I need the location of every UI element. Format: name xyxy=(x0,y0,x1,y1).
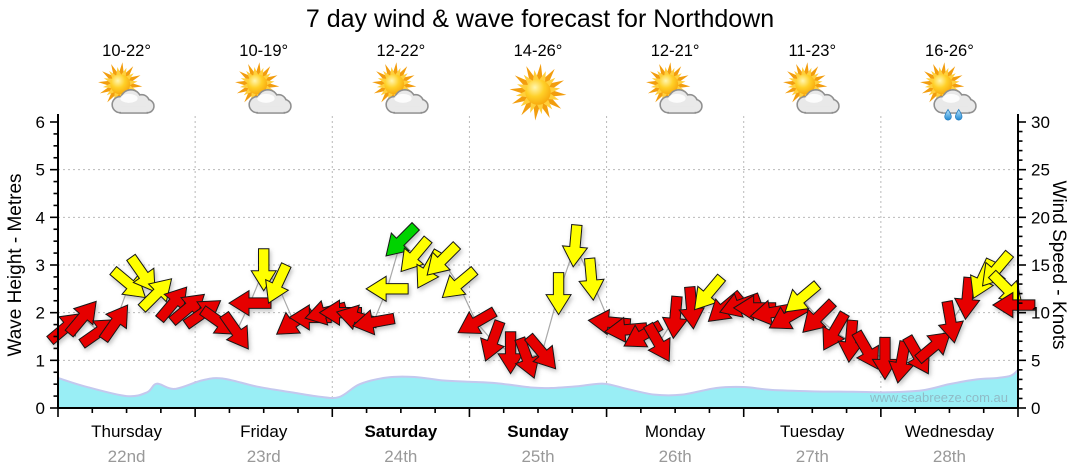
day-header: 16-26° xyxy=(894,42,1004,126)
wind-arrow xyxy=(822,310,850,351)
sun-icon xyxy=(509,63,567,121)
wind-arrow xyxy=(523,332,557,370)
wind-axis-tick-label: 15 xyxy=(1031,256,1050,275)
day-date-label: 22nd xyxy=(108,447,146,466)
wind-arrow xyxy=(514,336,540,380)
wind-arrow xyxy=(693,273,727,311)
wind-axis-tick-label: 0 xyxy=(1031,399,1040,418)
wind-axis-tick-label: 25 xyxy=(1031,161,1050,180)
wind-arrow xyxy=(479,319,506,362)
wind-arrow xyxy=(219,310,249,350)
wind-arrow xyxy=(603,316,648,344)
wind-arrow xyxy=(661,295,689,340)
watermark: www.seabreeze.com.au xyxy=(869,390,1008,405)
day-name-label: Tuesday xyxy=(780,422,845,441)
wind-arrow xyxy=(784,280,822,313)
wind-arrow xyxy=(578,257,605,302)
day-header: 14-26° xyxy=(483,42,593,126)
wave-axis-tick-label: 2 xyxy=(36,304,45,323)
day-name-label: Monday xyxy=(645,422,706,441)
wind-axis-tick-label: 5 xyxy=(1031,351,1040,370)
sun-cloud-icon xyxy=(371,62,429,114)
temperature-range: 10-19° xyxy=(239,42,289,60)
wind-axis-tick-label: 30 xyxy=(1031,113,1050,132)
wind-arrow xyxy=(561,224,589,268)
wave-axis-tick-label: 0 xyxy=(36,399,45,418)
wind-arrow xyxy=(937,300,965,344)
wind-arrow xyxy=(802,298,838,333)
wind-arrow xyxy=(400,235,433,273)
wind-arrow xyxy=(126,253,156,293)
day-name-label: Thursday xyxy=(91,422,162,441)
wind-arrow xyxy=(871,336,899,381)
wind-arrow xyxy=(250,248,278,292)
day-date-label: 28th xyxy=(933,447,966,466)
day-date-label: 23rd xyxy=(247,447,281,466)
day-header: 10-22° xyxy=(72,42,182,126)
temperature-range: 11-23° xyxy=(788,42,837,60)
wind-axis-tick-label: 10 xyxy=(1031,304,1050,323)
wind-arrow xyxy=(426,241,462,276)
wind-arrow xyxy=(265,262,292,304)
wind-axis-tick-label: 20 xyxy=(1031,208,1050,227)
wind-arrow xyxy=(642,321,671,363)
wind-arrow xyxy=(64,300,97,338)
wind-arrow xyxy=(109,265,147,299)
day-name-label: Wednesday xyxy=(905,422,995,441)
wind-arrow xyxy=(457,306,498,335)
temperature-range: 12-21° xyxy=(650,42,700,60)
wave-axis-tick-label: 1 xyxy=(36,351,45,370)
day-header: 12-22° xyxy=(346,42,456,126)
wind-arrow xyxy=(914,331,952,365)
wind-arrow xyxy=(98,304,129,344)
wind-arrow xyxy=(228,289,272,317)
day-name-label: Sunday xyxy=(507,422,569,441)
page-title: 7 day wind & wave forecast for Northdown xyxy=(305,5,775,33)
day-name-label: Saturday xyxy=(364,422,437,441)
day-header: 10-19° xyxy=(209,42,319,126)
temperature-range: 10-22° xyxy=(102,42,151,60)
day-date-label: 24th xyxy=(384,447,417,466)
day-date-label: 25th xyxy=(521,447,554,466)
wave-axis-tick-label: 5 xyxy=(36,161,45,180)
day-date-label: 26th xyxy=(659,447,692,466)
day-header: 11-23° xyxy=(757,42,867,126)
temperature-range: 12-22° xyxy=(376,42,426,60)
wind-arrow xyxy=(365,275,409,303)
wave-axis-tick-label: 3 xyxy=(36,256,45,275)
wind-arrow xyxy=(137,278,173,313)
wind-arrow xyxy=(888,340,915,384)
wave-axis-tick-label: 4 xyxy=(36,208,45,227)
wind-arrow xyxy=(991,291,1036,319)
wind-arrow xyxy=(351,309,396,336)
wind-arrows xyxy=(46,221,1036,384)
sun-cloud-icon xyxy=(646,62,703,114)
day-date-label: 27th xyxy=(796,447,829,466)
sun-cloud-icon xyxy=(234,62,292,114)
wave-axis-tick-label: 6 xyxy=(36,113,45,132)
wind-arrow xyxy=(545,272,572,316)
day-header: 12-21° xyxy=(620,42,730,126)
sun-cloud-icon xyxy=(97,62,155,114)
temperature-range: 16-26° xyxy=(925,42,974,60)
sun-cloud-icon xyxy=(783,62,841,114)
day-name-label: Friday xyxy=(240,422,288,441)
sun-cloud-rain-icon xyxy=(920,62,978,121)
temperature-range: 14-26° xyxy=(513,42,563,60)
wind-arrow xyxy=(441,265,479,299)
wind-arrow xyxy=(385,221,421,257)
